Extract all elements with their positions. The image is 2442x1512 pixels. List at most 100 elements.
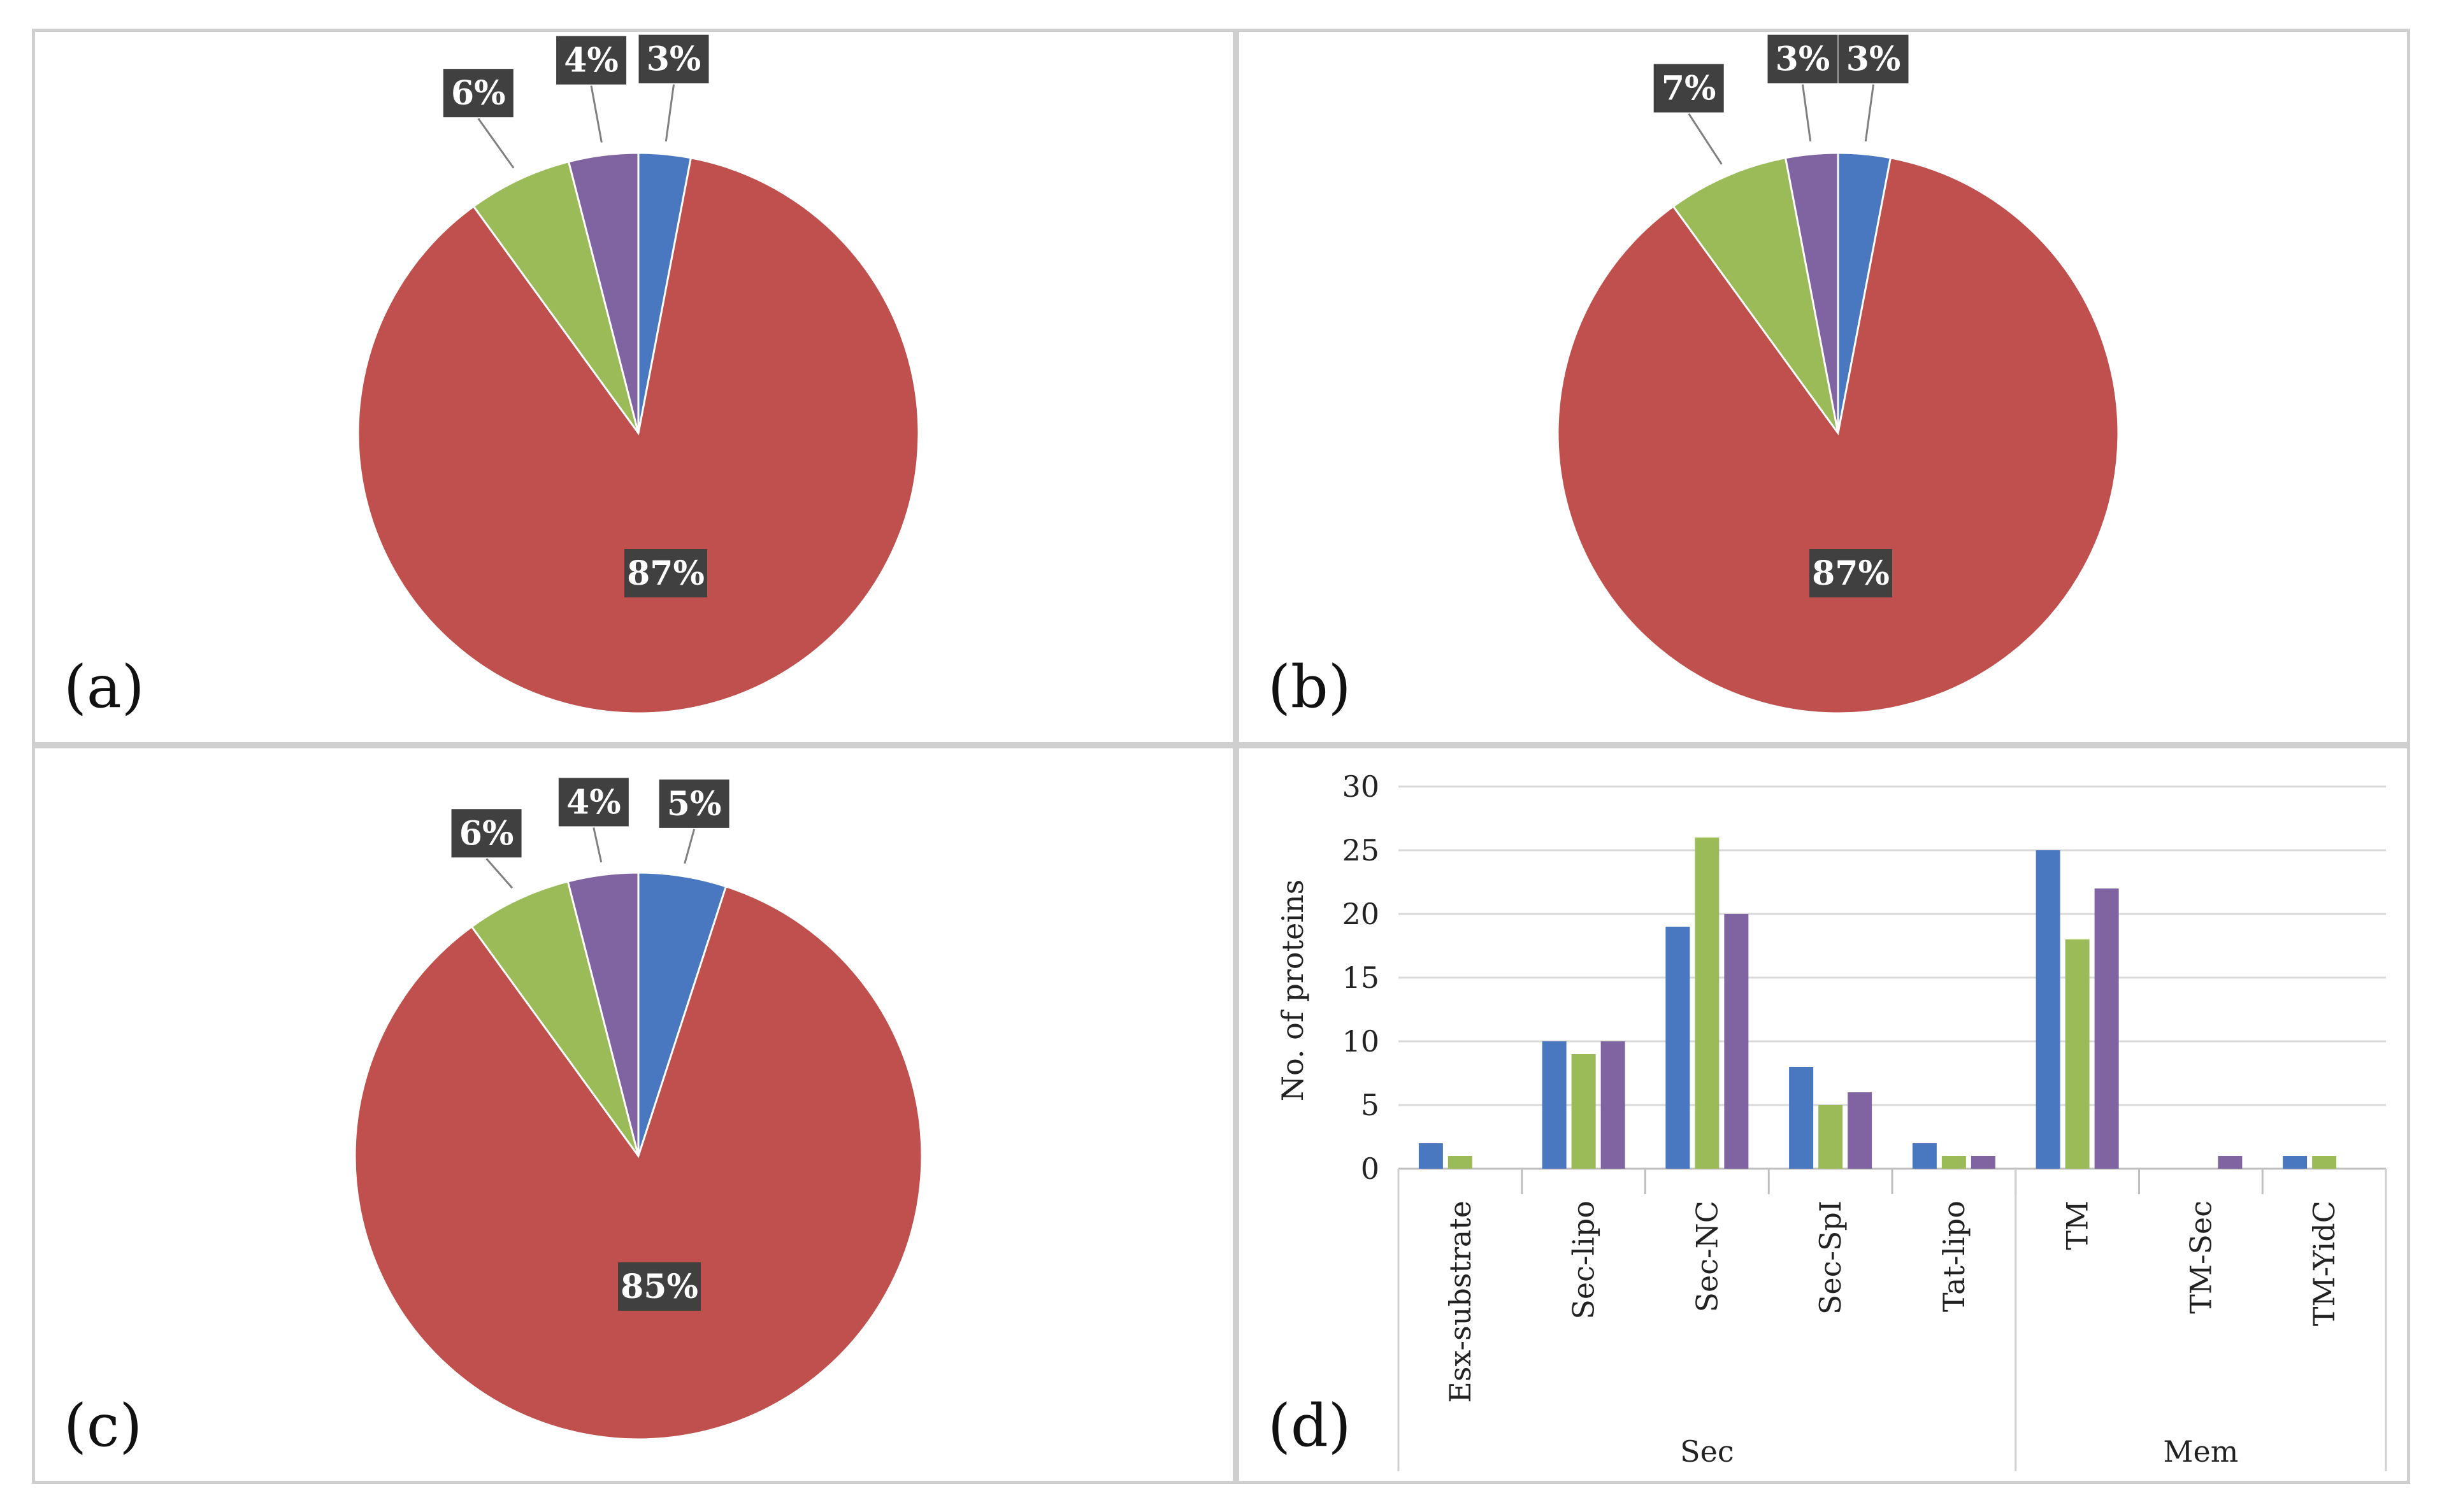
pie-label-text: 7%	[1662, 69, 1716, 108]
leader-line	[684, 829, 696, 864]
bar-series-2-Tat-lipo	[1941, 1156, 1966, 1169]
pie-chart-b: 3% 87% 7% 3%	[1556, 34, 2120, 715]
pie-chart-c: 5% 85% 6% 4%	[354, 778, 923, 1441]
pie-data-label: 87%	[1809, 549, 1892, 597]
label-box	[1838, 34, 1909, 83]
y-tick-label: 20	[1342, 897, 1379, 931]
y-tick-label: 0	[1361, 1152, 1379, 1186]
pie-chart-a: 3% 87% 6% 4%	[357, 34, 920, 715]
pie-label-text: 85%	[621, 1267, 698, 1306]
pie-label-text: 5%	[667, 785, 722, 824]
label-box	[1809, 549, 1892, 597]
x-tick-label: TM-Sec	[2183, 1201, 2218, 1314]
pie-label-text: 3%	[1846, 40, 1901, 79]
leader-line	[1801, 84, 1812, 142]
panel-label-d: (d)	[1268, 1392, 1351, 1460]
bar-series-2-Esx-substrate	[1447, 1156, 1472, 1169]
panel-b: 3% 87% 7% 3% (b)	[1236, 29, 2410, 745]
leader-line	[1864, 84, 1875, 142]
pie-label-text: 4%	[566, 783, 621, 822]
pie-slice-2	[354, 885, 923, 1441]
x-tick-label: Sec-lipo	[1567, 1201, 1601, 1320]
pie-label-text: 3%	[1776, 40, 1830, 79]
leader-line	[1688, 113, 1723, 165]
pie-slice-3	[472, 160, 640, 434]
label-box	[624, 549, 707, 597]
x-tick-label: Tat-lipo	[1937, 1201, 1971, 1312]
pie-slice-2	[357, 157, 920, 715]
bar-series-3-Tat-lipo	[1971, 1156, 1995, 1169]
pie-slice-3	[470, 880, 640, 1157]
label-box	[1767, 34, 1838, 83]
pie-label-text: 87%	[627, 554, 705, 593]
panel-a: 3% 87% 6% 4% (a)	[32, 29, 1236, 745]
pie-data-label: 6%	[451, 809, 522, 889]
bar-series-3-Sec-SpI	[1848, 1092, 1872, 1169]
pie-data-label: 3%	[638, 34, 709, 142]
bar-series-1-Sec-SpI	[1789, 1067, 1814, 1169]
panel-label-b: (b)	[1268, 653, 1351, 721]
label-box	[618, 1262, 701, 1311]
bar-series-1-Sec-lipo	[1542, 1041, 1567, 1169]
y-tick-label: 15	[1342, 960, 1379, 995]
panel-label-c: (c)	[64, 1392, 143, 1460]
bar-series-3-TM	[2094, 888, 2119, 1169]
bar-chart-d: 0 5 10 15 20 25 30 No. of proteins Esx-substrate…	[1275, 769, 2387, 1471]
label-box	[443, 69, 514, 118]
bar-series-1-Esx-substrate	[1418, 1143, 1443, 1169]
bar-series-2-Sec-lipo	[1571, 1054, 1596, 1169]
pie-data-label: 3%	[1767, 34, 1838, 142]
pie-label-text: 3%	[647, 40, 701, 79]
label-box	[1653, 64, 1724, 113]
pie-slice-3	[1672, 157, 1839, 434]
y-tick-label: 10	[1342, 1024, 1379, 1059]
bar-series-3-Sec-NC	[1724, 914, 1749, 1169]
panel-c: 5% 85% 6% 4% (c)	[32, 745, 1236, 1484]
label-box	[659, 779, 729, 828]
label-box	[638, 34, 709, 83]
leader-line	[664, 84, 675, 142]
pie-label-text: 6%	[459, 814, 514, 853]
x-tick-label: Sec-NC	[1690, 1201, 1724, 1313]
pie-data-label: 4%	[558, 778, 629, 862]
pie-slice-4	[567, 152, 640, 434]
y-tick-label: 5	[1361, 1088, 1379, 1122]
pie-data-label: 6%	[443, 69, 515, 169]
pie-slice-2	[1556, 157, 2120, 715]
pie-label-text: 4%	[564, 41, 619, 80]
bar-series-2-TM	[2065, 939, 2090, 1169]
pie-data-label: 5%	[659, 779, 729, 864]
y-tick-label: 25	[1342, 833, 1379, 867]
pie-data-label: 87%	[624, 549, 707, 597]
x-tick-label: TM-YidC	[2307, 1201, 2341, 1326]
pie-data-label: 3%	[1838, 34, 1909, 142]
bar-series-3-Sec-lipo	[1600, 1041, 1625, 1169]
pie-data-label: 7%	[1653, 64, 1724, 165]
label-box	[556, 36, 627, 85]
panel-d: 0 5 10 15 20 25 30 No. of proteins Esx-substrate…	[1236, 745, 2410, 1484]
bar-series-2-Sec-SpI	[1818, 1105, 1843, 1169]
pie-slice-4	[566, 871, 640, 1157]
group-label: Mem	[2163, 1434, 2238, 1469]
bar-series-1-Sec-NC	[1665, 927, 1690, 1169]
x-tick-label: TM	[2060, 1201, 2095, 1250]
bar-series-1-Tat-lipo	[1912, 1143, 1937, 1169]
x-tick-label: Sec-SpI	[1813, 1201, 1848, 1315]
leader-line	[485, 858, 514, 889]
bar-series-1-TM-YidC	[2283, 1156, 2308, 1169]
pie-slice-4	[1784, 152, 1839, 434]
y-tick-label: 30	[1342, 769, 1379, 804]
pie-label-text: 87%	[1812, 554, 1890, 593]
y-axis-label: No. of proteins	[1275, 880, 1310, 1102]
x-tick-label: Esx-substrate	[1443, 1201, 1477, 1403]
leader-line	[590, 85, 603, 143]
label-box	[558, 778, 629, 827]
pie-label-text: 6%	[451, 74, 506, 113]
group-label: Sec	[1680, 1434, 1734, 1469]
bar-series-3-TM-Sec	[2218, 1156, 2243, 1169]
bar-series-2-TM-YidC	[2312, 1156, 2337, 1169]
pie-data-label: 85%	[618, 1262, 701, 1311]
leader-line	[593, 827, 603, 862]
pie-data-label: 4%	[556, 36, 627, 143]
panel-label-a: (a)	[64, 653, 145, 721]
